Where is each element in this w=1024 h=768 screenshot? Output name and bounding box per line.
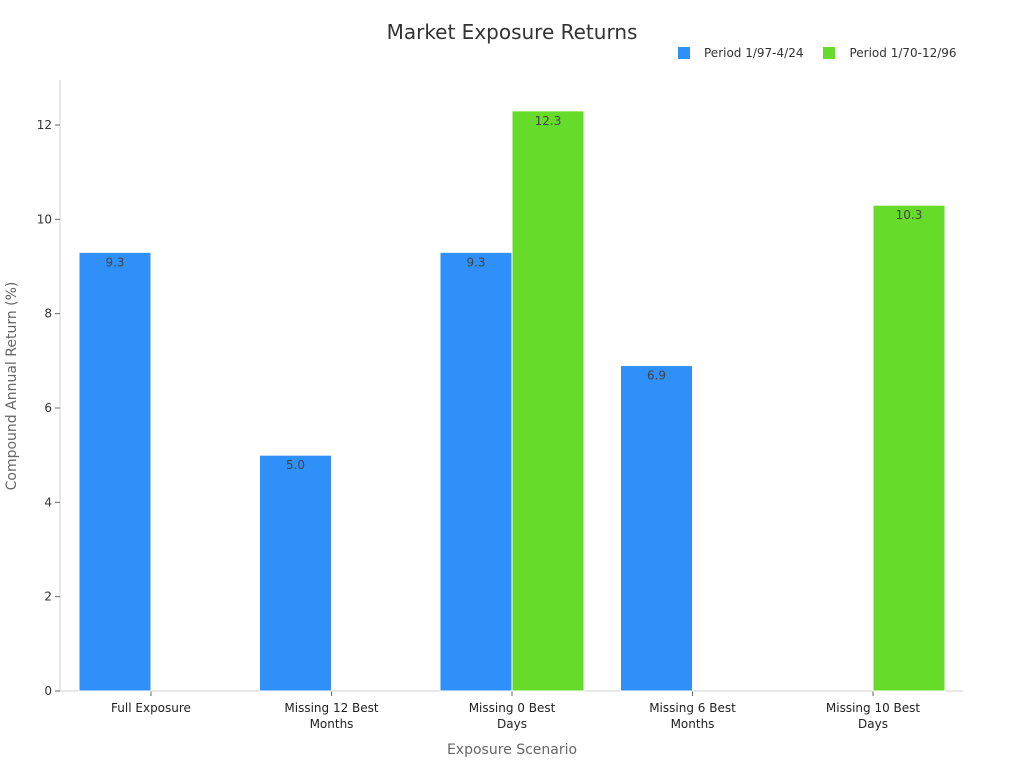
y-tick-label: 0 xyxy=(44,684,52,698)
legend-item-series-2: Period 1/70-12/96 xyxy=(823,46,957,60)
legend-label: Period 1/70-12/96 xyxy=(849,46,957,60)
legend-item-series-1: Period 1/97-4/24 xyxy=(678,46,803,60)
y-tick-label: 6 xyxy=(44,401,52,415)
labels: 9.3 5.0 9.3 12.3 6.9 10.3 xyxy=(105,114,922,472)
bar[interactable] xyxy=(511,110,585,692)
y-tick-label: 4 xyxy=(44,495,52,509)
bar-value-label: 5.0 xyxy=(286,458,305,472)
legend-swatch-green xyxy=(823,47,836,59)
y-tick-label: 8 xyxy=(44,307,52,321)
bar[interactable] xyxy=(78,251,152,692)
legend: Period 1/97-4/24 Period 1/70-12/96 xyxy=(678,46,977,60)
x-tick-label: Months xyxy=(671,717,715,731)
x-tick-label: Days xyxy=(858,717,888,731)
x-tick-label: Days xyxy=(497,717,527,731)
x-tick-label: Missing 6 Best xyxy=(649,701,736,715)
y-tick-label: 10 xyxy=(37,212,52,226)
y-tick-label: 12 xyxy=(37,118,52,132)
bar[interactable] xyxy=(259,454,332,692)
x-axis-label: Exposure Scenario xyxy=(446,742,578,758)
bar[interactable] xyxy=(872,204,946,692)
x-tick-label: Missing 10 Best xyxy=(826,701,921,715)
bar-value-label: 9.3 xyxy=(466,255,485,269)
legend-label: Period 1/97-4/24 xyxy=(704,46,804,60)
x-tick-label: Missing 0 Best xyxy=(469,701,556,715)
bar-value-label: 10.3 xyxy=(896,208,923,222)
bar-value-label: 9.3 xyxy=(105,255,124,269)
bar[interactable] xyxy=(620,365,693,692)
bar-value-label: 6.9 xyxy=(647,369,666,383)
x-tick-label: Months xyxy=(310,717,354,731)
chart-title: Market Exposure Returns xyxy=(386,20,638,44)
x-tick-label: Full Exposure xyxy=(111,701,191,715)
bars xyxy=(78,110,946,692)
x-tick-label: Missing 12 Best xyxy=(284,701,379,715)
legend-swatch-blue xyxy=(678,47,690,59)
bar-value-label: 12.3 xyxy=(535,114,562,128)
y-tick-label: 2 xyxy=(44,590,52,604)
bar[interactable] xyxy=(439,251,513,692)
